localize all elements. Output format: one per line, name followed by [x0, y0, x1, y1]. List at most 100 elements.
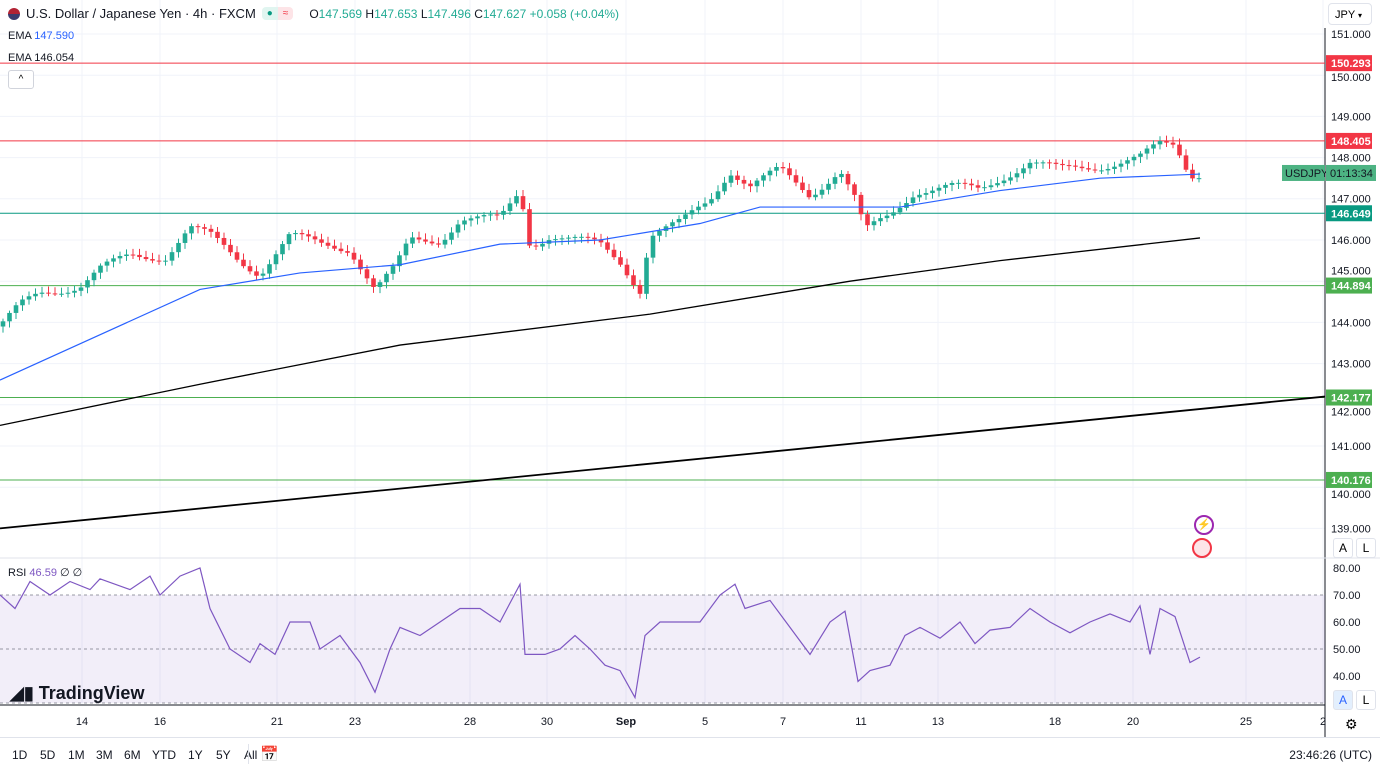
market-status-badge[interactable]: ● ≈ — [261, 7, 294, 20]
candle — [800, 176, 805, 193]
candle-body — [1027, 162, 1033, 169]
candle-body — [384, 273, 389, 283]
candle-body — [494, 214, 500, 216]
candle-body — [455, 224, 461, 233]
rsi-log-scale-button[interactable]: L — [1356, 690, 1376, 710]
candle-body — [1008, 177, 1013, 181]
candle — [611, 243, 617, 261]
candle-body — [52, 293, 58, 295]
range-6m[interactable]: 6M — [124, 748, 141, 762]
range-1y[interactable]: 1Y — [188, 748, 203, 762]
time-tick: 23 — [349, 716, 361, 728]
candle-body — [338, 248, 344, 252]
candle-body — [1073, 165, 1078, 167]
candle — [468, 215, 474, 227]
candle — [969, 178, 974, 191]
candle — [98, 263, 103, 279]
collapse-legend-button[interactable]: ^ — [8, 70, 34, 89]
candle — [377, 279, 383, 294]
range-all[interactable]: All — [244, 748, 258, 762]
currency-select[interactable]: JPY ▾ — [1328, 3, 1372, 25]
candle — [1144, 145, 1150, 160]
ema-200-legend[interactable]: EMA 146.054 — [8, 52, 75, 64]
candle — [156, 254, 162, 265]
settings-icon[interactable]: ⚙ — [1345, 716, 1358, 732]
candle — [221, 232, 227, 250]
candle-body — [91, 272, 97, 281]
candle — [767, 167, 773, 182]
candle-body — [507, 203, 513, 211]
candle — [1099, 164, 1104, 174]
candle — [858, 191, 864, 221]
candle-body — [735, 175, 740, 180]
ohlc-values: O147.569 H147.653 L147.496 C147.627 +0.0… — [309, 6, 620, 21]
flag-icon — [8, 7, 20, 20]
auto-scale-button[interactable]: A — [1333, 538, 1353, 558]
clock[interactable]: 23:46:26 (UTC) — [1289, 748, 1372, 762]
symbol-title[interactable]: U.S. Dollar / Japanese Yen · 4h · FXCM — [26, 6, 256, 21]
candle-body — [676, 218, 682, 223]
range-ytd[interactable]: YTD — [152, 748, 176, 762]
price-tick: 141.000 — [1331, 441, 1371, 453]
time-tick: 30 — [541, 716, 553, 728]
time-tick: 25 — [1240, 716, 1252, 728]
candle-body — [358, 259, 363, 270]
candle-body — [813, 194, 818, 198]
candle-body — [858, 194, 864, 215]
log-scale-button[interactable]: L — [1356, 538, 1376, 558]
candle — [351, 247, 357, 264]
candle-body — [312, 236, 318, 240]
candle — [923, 188, 929, 200]
candle — [754, 177, 760, 193]
candle — [299, 229, 305, 241]
price-tick: 146.000 — [1331, 235, 1371, 247]
candle — [637, 279, 643, 299]
candle — [930, 186, 935, 199]
range-1d[interactable]: 1D — [12, 748, 28, 762]
candle — [1001, 174, 1007, 187]
candle — [254, 265, 259, 280]
candle-body — [839, 173, 844, 178]
candle-body — [988, 185, 994, 188]
calendar-icon[interactable]: 📅 — [260, 746, 279, 763]
chart-canvas[interactable]: 151.000 150.000 149.000 148.000 147.000 146.0… — [0, 0, 1380, 737]
candle — [13, 302, 19, 319]
candle-body — [345, 251, 350, 253]
candle — [85, 276, 90, 294]
tradingview-logo[interactable]: ◢▮ TradingView — [10, 683, 145, 703]
candle-body — [741, 179, 747, 184]
range-5d[interactable]: 5D — [40, 748, 56, 762]
range-3m[interactable]: 3M — [96, 748, 113, 762]
events-icon[interactable] — [1192, 538, 1212, 558]
candle — [761, 172, 766, 187]
candle — [527, 203, 532, 249]
candle-body — [371, 278, 376, 287]
candle-body — [657, 230, 662, 236]
rsi-legend[interactable]: RSI 46.59 ∅ ∅ — [8, 567, 83, 579]
candle — [397, 251, 402, 272]
level-label-text: 150.293 — [1331, 58, 1371, 70]
range-5y[interactable]: 5Y — [216, 748, 231, 762]
candle — [1034, 159, 1039, 169]
candle — [553, 234, 558, 246]
candle — [1131, 154, 1137, 167]
candle — [169, 247, 175, 266]
lightning-icon[interactable]: ⚡ — [1194, 515, 1214, 535]
candle-body — [481, 215, 487, 217]
candle — [104, 258, 110, 272]
candle-body — [202, 227, 207, 229]
ema-50-legend[interactable]: EMA 147.590 — [8, 30, 75, 42]
candle — [1027, 159, 1033, 175]
candle — [462, 216, 467, 231]
range-1m[interactable]: 1M — [68, 748, 85, 762]
candle — [59, 287, 64, 297]
candle — [1079, 160, 1085, 172]
candle-body — [221, 237, 227, 245]
candle-body — [611, 249, 617, 258]
candle-body — [1170, 142, 1176, 145]
candle-body — [696, 206, 701, 211]
price-tick: 147.000 — [1331, 193, 1371, 205]
candle — [670, 219, 675, 233]
rsi-auto-scale-button[interactable]: A — [1333, 690, 1353, 710]
candle-body — [1092, 169, 1098, 171]
